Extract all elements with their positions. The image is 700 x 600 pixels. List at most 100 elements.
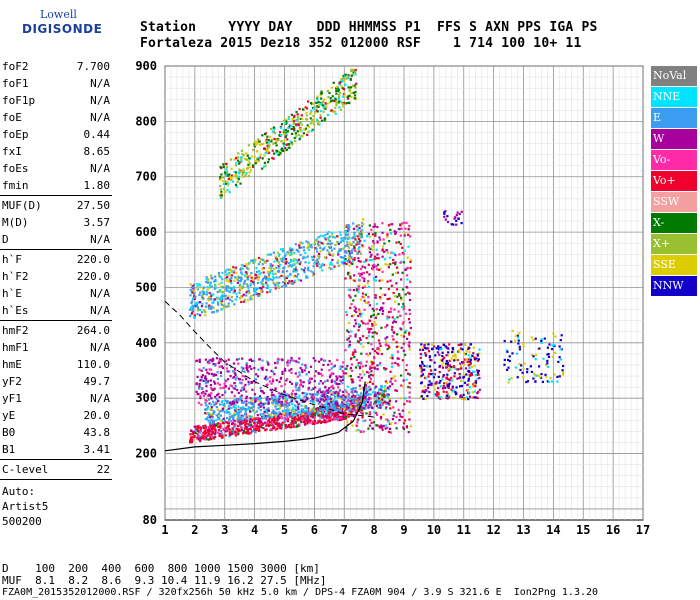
echo-isolated	[543, 337, 546, 340]
echo-x-trace	[222, 417, 225, 420]
echo-spread-f	[340, 376, 343, 379]
echo-spread-f	[262, 366, 265, 369]
echo-third-hop	[266, 144, 269, 147]
echo-spread-column	[389, 263, 392, 266]
echo-spread-column	[399, 234, 402, 237]
echo-x-trace	[353, 397, 356, 400]
echo-isolated	[551, 355, 554, 358]
echo-x-trace	[237, 415, 240, 418]
echo-spread-f	[200, 403, 203, 406]
echo-spread-column	[352, 289, 355, 292]
echo-far-spread	[445, 376, 448, 379]
echo-o-trace	[194, 431, 197, 434]
echo-spread-column	[405, 329, 408, 332]
echo-spread-f	[195, 383, 198, 386]
echo-second-hop	[353, 247, 356, 250]
echo-far-spread	[472, 396, 475, 399]
echo-isolated	[532, 355, 535, 358]
echo-far-spread	[428, 355, 431, 358]
echo-third-hop	[222, 165, 225, 169]
param-row: foEp 0.44	[0, 126, 112, 143]
echo-spread-column	[395, 271, 398, 274]
echo-second-hop	[282, 271, 285, 274]
echo-o-trace	[342, 413, 345, 416]
legend-item: E	[651, 108, 697, 128]
echo-third-hop	[280, 126, 283, 129]
echo-far-spread	[450, 388, 453, 391]
param-row: h`E N/A	[0, 285, 112, 302]
echo-o-trace	[323, 418, 326, 421]
echo-second-hop	[340, 237, 343, 240]
echo-isolated	[526, 371, 529, 374]
echo-spread-f	[219, 387, 222, 390]
echo-spread-f	[275, 402, 279, 405]
echo-x-trace	[332, 390, 335, 394]
autoscaling-info: Auto: Artist5 500200	[0, 484, 112, 529]
echo-second-hop	[351, 260, 354, 263]
echo-second-hop	[252, 261, 255, 264]
echo-x-trace	[220, 420, 223, 423]
echo-third-hop	[255, 140, 258, 143]
echo-second-hop	[316, 258, 319, 261]
echo-far-spread	[465, 350, 468, 353]
echo-o-trace	[297, 419, 301, 422]
echo-x-trace	[205, 404, 208, 407]
echo-o-trace	[278, 422, 281, 425]
echo-third-hop	[318, 123, 321, 126]
echo-third-hop	[262, 142, 265, 145]
param-row: foE N/A	[0, 109, 112, 126]
echo-second-hop	[307, 248, 311, 252]
echo-far-spread	[464, 352, 467, 356]
echo-spread-f	[224, 390, 227, 393]
echo-x-trace	[234, 407, 237, 410]
echo-far-spread	[433, 388, 436, 391]
echo-o-trace	[307, 417, 310, 420]
echo-third-hop	[343, 93, 346, 96]
echo-spread-f	[271, 380, 275, 383]
echo-spread-column	[349, 358, 353, 361]
echo-x-trace	[371, 391, 375, 394]
echo-third-hop	[337, 95, 340, 99]
echo-third-hop	[352, 91, 355, 94]
echo-far-spread	[451, 348, 455, 351]
echo-spread-column	[374, 255, 377, 258]
echo-spread-column	[380, 416, 383, 419]
echo-third-hop	[293, 122, 296, 125]
echo-third-hop	[271, 149, 274, 152]
echo-isolated	[551, 348, 554, 351]
echo-spread-column	[368, 304, 371, 307]
echo-second-hop	[318, 244, 321, 247]
echo-o-trace	[273, 416, 276, 419]
echo-spread-column	[367, 295, 370, 299]
echo-second-hop	[265, 286, 268, 289]
echo-x-trace	[323, 403, 326, 407]
echo-x-trace	[245, 404, 248, 407]
echo-second-hop	[281, 257, 284, 260]
echo-spread-f	[237, 357, 241, 361]
echo-second-hop	[225, 289, 228, 292]
echo-far-spread	[424, 389, 427, 392]
echo-o-trace	[210, 433, 213, 436]
echo-spread-column	[383, 242, 386, 245]
echo-spread-column	[391, 418, 395, 421]
echo-x-trace	[208, 412, 211, 415]
echo-spread-column	[368, 331, 371, 334]
echo-spread-column	[347, 273, 350, 276]
echo-spread-column	[365, 385, 368, 388]
echo-o-trace	[298, 423, 301, 426]
echo-spread-column	[367, 301, 370, 304]
echo-third-hop	[310, 102, 313, 105]
echo-second-hop	[248, 291, 251, 294]
echo-third-hop	[311, 128, 314, 131]
echo-second-hop	[261, 278, 265, 281]
echo-spread-f	[305, 366, 308, 369]
echo-spread-column	[359, 230, 362, 233]
echo-spread-column	[367, 341, 370, 345]
echo-spread-column	[353, 325, 356, 328]
echo-spread-column	[402, 320, 405, 324]
echo-spread-f	[228, 401, 231, 404]
echo-x-trace	[358, 394, 361, 397]
echo-o-trace	[238, 420, 241, 423]
echo-spread-column	[371, 264, 374, 267]
echo-second-hop	[214, 280, 217, 283]
